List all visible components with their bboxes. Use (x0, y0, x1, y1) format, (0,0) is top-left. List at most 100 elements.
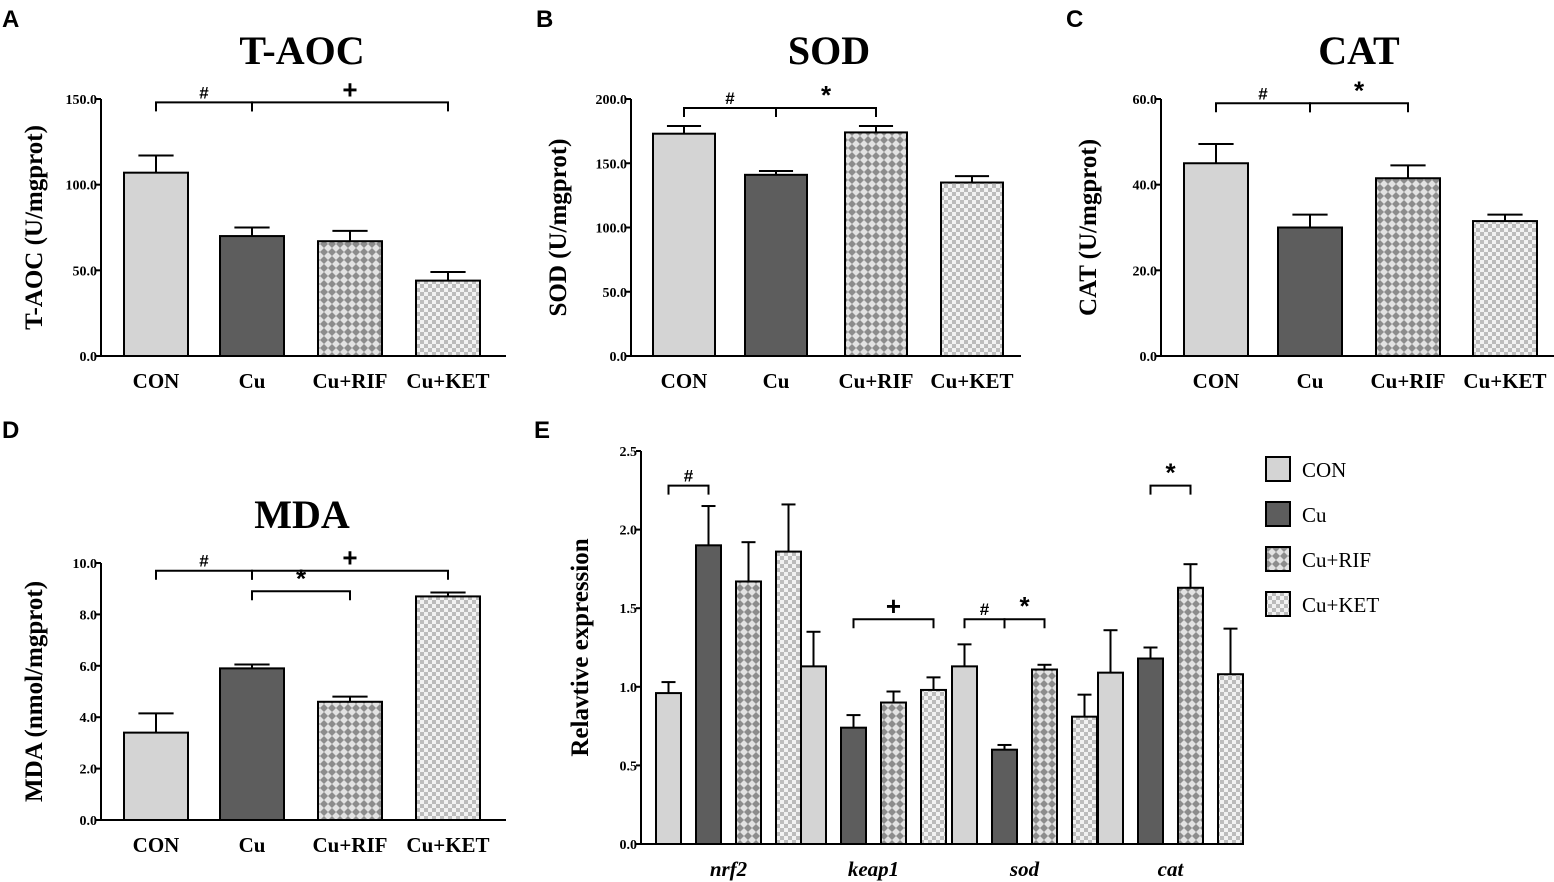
bar-cat-con (1097, 671, 1124, 845)
chart-tAOC: A T-AOC T-AOC (U/mgprot) 0.0 50.0 100.0 150.0 C… (2, 6, 506, 393)
significance-bracket (852, 618, 935, 629)
significance-bracket (1149, 484, 1192, 495)
significance-bracket (155, 569, 253, 580)
panel-letter: C (1066, 6, 1083, 33)
y-tick-label: 1.5 (620, 602, 638, 617)
significance-bracket (1309, 102, 1409, 113)
y-tick-label: 150.0 (596, 157, 628, 172)
significance-mark: * (1019, 591, 1030, 621)
y-axis-label: CAT (U/mgprot) (1075, 139, 1102, 316)
bar-cu-ket (1472, 220, 1538, 357)
significance-bracket (963, 618, 1006, 629)
significance-bracket (1215, 102, 1311, 113)
y-tick-label: 100.0 (596, 222, 628, 237)
y-tick-label: 20.0 (1133, 264, 1158, 279)
legend-label: Cu+RIF (1302, 548, 1371, 572)
legend-label: CON (1302, 458, 1346, 482)
significance-bracket (1003, 618, 1046, 629)
y-tick-label: 8.0 (80, 608, 98, 623)
bar-sod-con (951, 665, 978, 846)
legend: CON Cu Cu+RIF Cu+KET (1265, 456, 1379, 617)
significance-bracket (155, 101, 253, 112)
y-tick-label: 6.0 (80, 660, 98, 675)
y-tick-label: 50.0 (73, 264, 98, 279)
bar-cu (219, 235, 285, 357)
x-tick-label: Cu+RIF (313, 833, 388, 857)
x-tick-label: CON (661, 369, 708, 393)
significance-mark: # (725, 89, 735, 108)
bar-keap1-con (800, 665, 827, 846)
bar-cat-cu (1137, 657, 1164, 846)
significance-bracket (251, 101, 449, 112)
y-tick-label: 2.5 (620, 445, 638, 460)
bar-cu-rif (844, 131, 908, 357)
x-tick-label: cat (1158, 857, 1185, 881)
legend-swatch-cu-rif (1265, 546, 1291, 572)
y-tick-label: 10.0 (73, 557, 98, 572)
x-tick-label: Cu+KET (406, 369, 489, 393)
bar-cu-ket (940, 181, 1004, 357)
bar-nrf2-cu-rif (735, 580, 762, 845)
significance-bracket (251, 590, 351, 601)
chart-title: SOD (788, 28, 870, 73)
chart-title: T-AOC (239, 28, 364, 73)
significance-bracket (251, 569, 449, 580)
bar-cu-ket (415, 279, 481, 358)
bar-keap1-cu (840, 726, 867, 845)
bar-cu-rif (317, 240, 383, 357)
bar-sod-cu-rif (1031, 668, 1058, 845)
bar-con (1183, 162, 1249, 357)
y-tick-label: 50.0 (603, 286, 628, 301)
legend-swatch-cu (1265, 501, 1291, 527)
significance-mark: * (1165, 458, 1176, 488)
significance-bracket (775, 106, 877, 117)
significance-mark: + (342, 543, 357, 573)
bar-sod-cu-ket (1071, 715, 1098, 846)
bar-nrf2-cu (695, 544, 722, 845)
y-tick-label: 0.0 (610, 350, 628, 365)
significance-bracket (667, 484, 710, 495)
legend-swatch-con (1265, 456, 1291, 482)
significance-mark: + (342, 74, 357, 104)
y-tick-label: 2.0 (80, 763, 98, 778)
x-tick-label: Cu (239, 369, 266, 393)
y-tick-label: 150.0 (66, 93, 98, 108)
chart-cat-activity: C CAT CAT (U/mgprot) 0.0 20.0 40.0 60.0 CON Cu Cu… (1066, 6, 1554, 393)
x-tick-label: nrf2 (710, 857, 748, 881)
y-axis-label: MDA (nmol/mgprot) (21, 581, 48, 802)
x-tick-label: Cu+KET (406, 833, 489, 857)
legend-swatch-cu-ket (1265, 591, 1291, 617)
bar-cat-cu-ket (1217, 673, 1244, 845)
y-tick-label: 40.0 (1133, 179, 1158, 194)
y-tick-label: 0.0 (80, 814, 98, 829)
y-axis-label: SOD (U/mgprot) (545, 138, 572, 316)
significance-mark: # (684, 467, 694, 486)
significance-bracket (683, 106, 777, 117)
bar-cat-cu-rif (1177, 586, 1204, 845)
chart-title: CAT (1318, 28, 1400, 73)
significance-mark: * (1354, 75, 1365, 105)
chart-sod-activity: B SOD SOD (U/mgprot) 0.0 50.0 100.0 150.0 200.0… (536, 6, 1021, 393)
x-tick-label: Cu (239, 833, 266, 857)
legend-label: Cu (1302, 503, 1327, 527)
x-tick-label: Cu (763, 369, 790, 393)
significance-mark: # (199, 83, 209, 102)
chart-title: MDA (254, 492, 350, 537)
bar-cu (1277, 226, 1343, 357)
bar-cu-ket (415, 595, 481, 821)
y-tick-label: 0.0 (80, 350, 98, 365)
x-tick-label: sod (1009, 857, 1040, 881)
bar-cu (744, 173, 808, 357)
bar-keap1-cu-rif (880, 701, 907, 846)
y-tick-label: 4.0 (80, 711, 98, 726)
panel-letter: B (536, 6, 553, 33)
significance-mark: # (980, 600, 990, 619)
y-tick-label: 0.0 (620, 838, 638, 853)
x-tick-label: CON (1193, 369, 1240, 393)
bar-sod-cu (991, 748, 1018, 845)
significance-mark: * (296, 563, 307, 593)
y-tick-label: 1.0 (620, 681, 638, 696)
chart-relative-expression: E Relavtive expression 0.0 0.5 1.0 1.5 2.0 2.5 n… (534, 417, 1379, 881)
y-axis-label: T-AOC (U/mgprot) (21, 125, 48, 330)
bar-nrf2-cu-ket (775, 550, 802, 845)
